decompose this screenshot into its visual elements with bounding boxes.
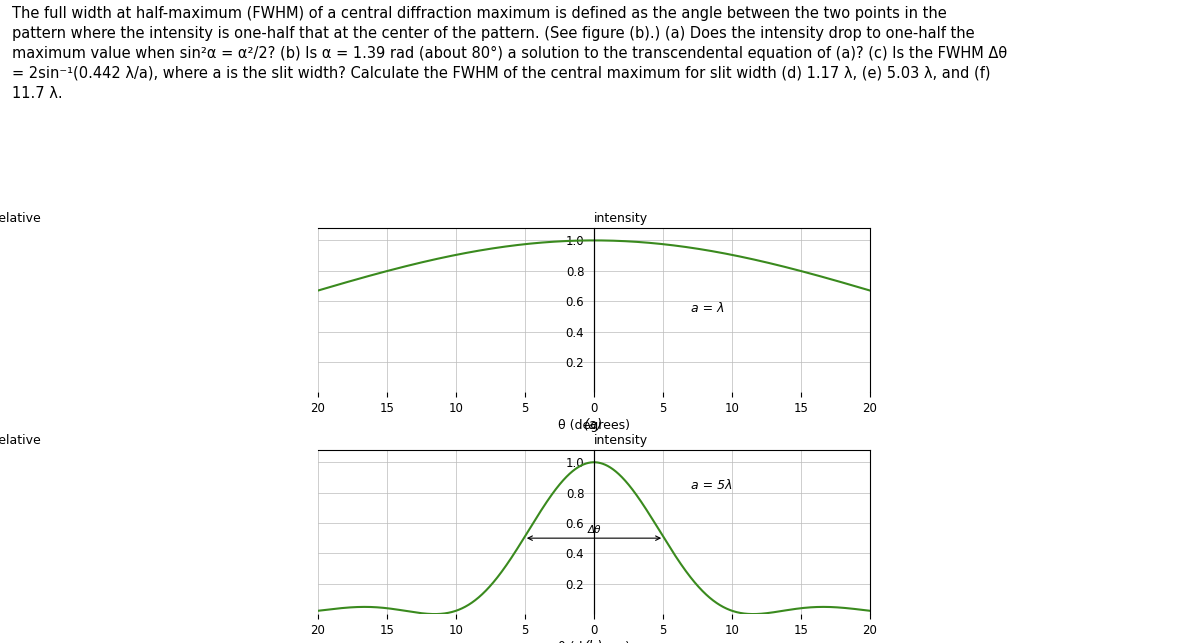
- X-axis label: θ (degrees): θ (degrees): [558, 641, 630, 643]
- Text: Δθ: Δθ: [587, 525, 601, 535]
- Text: a = 5λ: a = 5λ: [691, 478, 732, 491]
- Text: The full width at half-maximum (FWHM) of a central diffraction maximum is define: The full width at half-maximum (FWHM) of…: [12, 6, 1007, 101]
- Text: Relative: Relative: [0, 434, 42, 447]
- X-axis label: θ (degrees): θ (degrees): [558, 419, 630, 432]
- Text: (b): (b): [584, 639, 604, 643]
- Text: intensity: intensity: [594, 212, 648, 225]
- Text: (a): (a): [584, 417, 604, 431]
- Text: Relative: Relative: [0, 212, 42, 225]
- Text: a = λ: a = λ: [691, 302, 724, 315]
- Text: intensity: intensity: [594, 434, 648, 447]
